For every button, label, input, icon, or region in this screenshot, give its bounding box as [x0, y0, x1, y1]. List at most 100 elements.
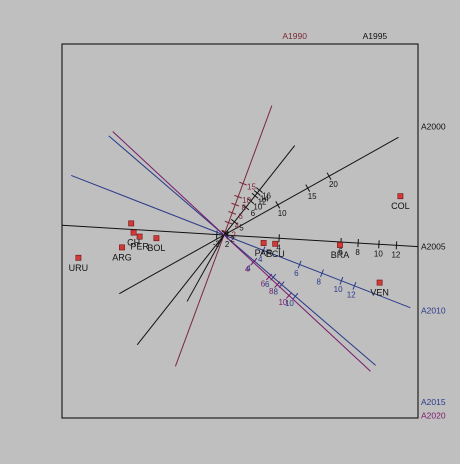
axis-tick-label-a1990: 10 — [242, 196, 251, 205]
axis-tick-label-a2010: 4 — [258, 255, 263, 264]
point-label-col: COL — [391, 201, 410, 211]
point-marker-bol — [153, 235, 160, 242]
axis-tick-label-a2010: 10 — [334, 285, 343, 294]
axis-tick-a1990 — [234, 194, 243, 199]
axis-line-a2020 — [112, 131, 371, 372]
axis-tick-a1990 — [228, 211, 237, 215]
axis-tick-label-a2015: 8 — [274, 287, 279, 296]
axis-tick-a2010 — [352, 281, 357, 290]
axis-tick-a2020 — [274, 281, 281, 288]
point-label-uru: URU — [69, 263, 89, 273]
point-marker-bra — [337, 242, 343, 248]
axis-tick-a2000 — [275, 201, 281, 209]
point-marker-arg — [119, 244, 125, 251]
axis-tick-a2020 — [285, 292, 293, 299]
point-label-per: PER — [130, 242, 149, 252]
point-marker-ecu — [272, 240, 279, 247]
plot-frame — [61, 43, 419, 419]
axis-tick-label-a1995: 12 — [258, 197, 267, 206]
axis-tick-label-a2000: 20 — [329, 180, 338, 189]
point-label-bol: BOL — [147, 243, 165, 253]
axis-tick-label-a2000: 15 — [308, 192, 317, 201]
axis-tick-label-a1995: 16 — [262, 192, 271, 201]
axis-tick-a2010 — [297, 260, 302, 269]
axis-tick-a1995 — [256, 187, 263, 193]
axis-tick-a1995 — [251, 192, 259, 199]
axis-tick-label-a1990: 4 — [235, 222, 240, 231]
point-marker-unnamed — [128, 220, 135, 227]
axis-tick-label-a2000: 10 — [278, 209, 287, 218]
point-label-ch: CH — [127, 238, 140, 248]
point-marker-per — [136, 233, 143, 240]
axis-tick-a2020 — [250, 258, 257, 266]
point-marker-ven — [376, 279, 383, 286]
axis-tick-a1995 — [242, 204, 250, 211]
axis-tick-label-a2020: 6 — [261, 280, 266, 289]
axis-tick-label-a2010: 6 — [294, 269, 299, 278]
axis-tick-label-a1995: 2 — [230, 235, 235, 244]
axis-tick-label-a2010: 8 — [317, 278, 322, 287]
axis-tick-label-a2015: 6 — [265, 280, 270, 289]
axis-line-a2010 — [71, 174, 411, 309]
axis-tick-a2010 — [320, 269, 324, 278]
axis-tick-label-a2005: 2 — [225, 240, 230, 249]
axis-tick-label-a2020: 10 — [278, 298, 287, 307]
axis-tick-label-a1995: 5 — [239, 223, 244, 232]
axis-tick-label-a2015: 4 — [246, 264, 251, 273]
axis-label-a2005: A2005 — [421, 242, 446, 252]
axis-tick-a2020 — [266, 273, 273, 281]
axis-label-a2015: A2015 — [421, 397, 446, 407]
axis-tick-label-a2005: 6 — [338, 247, 343, 256]
axis-tick-a1995 — [253, 190, 261, 196]
axis-tick-label-a2015: 10 — [285, 299, 294, 308]
point-label-arg: ARG — [112, 252, 132, 262]
axis-tick-a2010 — [261, 246, 266, 255]
point-label-bra: BRA — [331, 250, 350, 260]
biplot-axis-labels: 24681015A199025610121416A1995101520A2000… — [213, 31, 446, 420]
axis-tick-a2010 — [339, 276, 344, 285]
point-label-ven: VEN — [370, 288, 389, 298]
axis-tick-label-a2020: 4 — [245, 265, 250, 274]
axis-label-a2020: A2020 — [421, 410, 446, 420]
axis-line-unnamed-7 — [186, 234, 225, 302]
axis-tick-label-a1990: 8 — [241, 204, 246, 213]
axis-tick-a2000 — [305, 184, 311, 192]
axis-tick-label-a1995: 6 — [251, 209, 256, 218]
axis-tick-label-a2005: 10 — [374, 249, 383, 258]
point-marker-ch — [130, 229, 137, 236]
axis-tick-a2000 — [326, 172, 332, 180]
axis-tick-label-a1990: 15 — [247, 183, 256, 192]
axis-tick-label-a2010: 12 — [347, 290, 356, 299]
axis-tick-a1995 — [247, 198, 255, 204]
axis-tick-label-a1990: 2 — [231, 231, 236, 240]
axis-tick-a1990 — [224, 220, 233, 225]
axis-tick-label-a2005: 8 — [355, 248, 360, 257]
point-marker-uru — [75, 254, 82, 261]
axis-tick-a1990 — [239, 181, 247, 186]
axis-tick-label-a2005: 4 — [276, 243, 281, 252]
axis-tick-label-a2005: 12 — [391, 250, 400, 259]
axis-tick-label-a1990: 6 — [238, 212, 243, 221]
axis-label-a2010: A2010 — [421, 306, 446, 316]
axis-tick-a1995 — [230, 218, 238, 225]
axis-tick-a2015 — [292, 292, 299, 300]
axis-label-a1995: A1995 — [363, 31, 388, 41]
axis-label-a2000: A2000 — [421, 121, 446, 131]
axis-tick-label-a2005: -2 — [213, 240, 221, 249]
biplot-axes — [62, 105, 418, 372]
point-marker-par — [260, 240, 267, 246]
axis-tick-a1990 — [231, 202, 240, 207]
point-marker-col — [397, 193, 404, 200]
axis-label-a1990: A1990 — [282, 31, 307, 41]
axis-tick-label-a2020: 8 — [269, 287, 274, 296]
axis-line-a2000 — [119, 136, 399, 295]
axis-tick-label-a1995: 14 — [260, 195, 269, 204]
point-label-ecu: ECU — [266, 249, 285, 259]
axis-line-a1995 — [136, 145, 296, 346]
axis-line-a2005 — [62, 224, 418, 248]
axis-line-a2015 — [108, 135, 376, 366]
axis-tick-label-a1995: 10 — [253, 203, 262, 212]
point-label-par: PAR — [255, 248, 273, 258]
